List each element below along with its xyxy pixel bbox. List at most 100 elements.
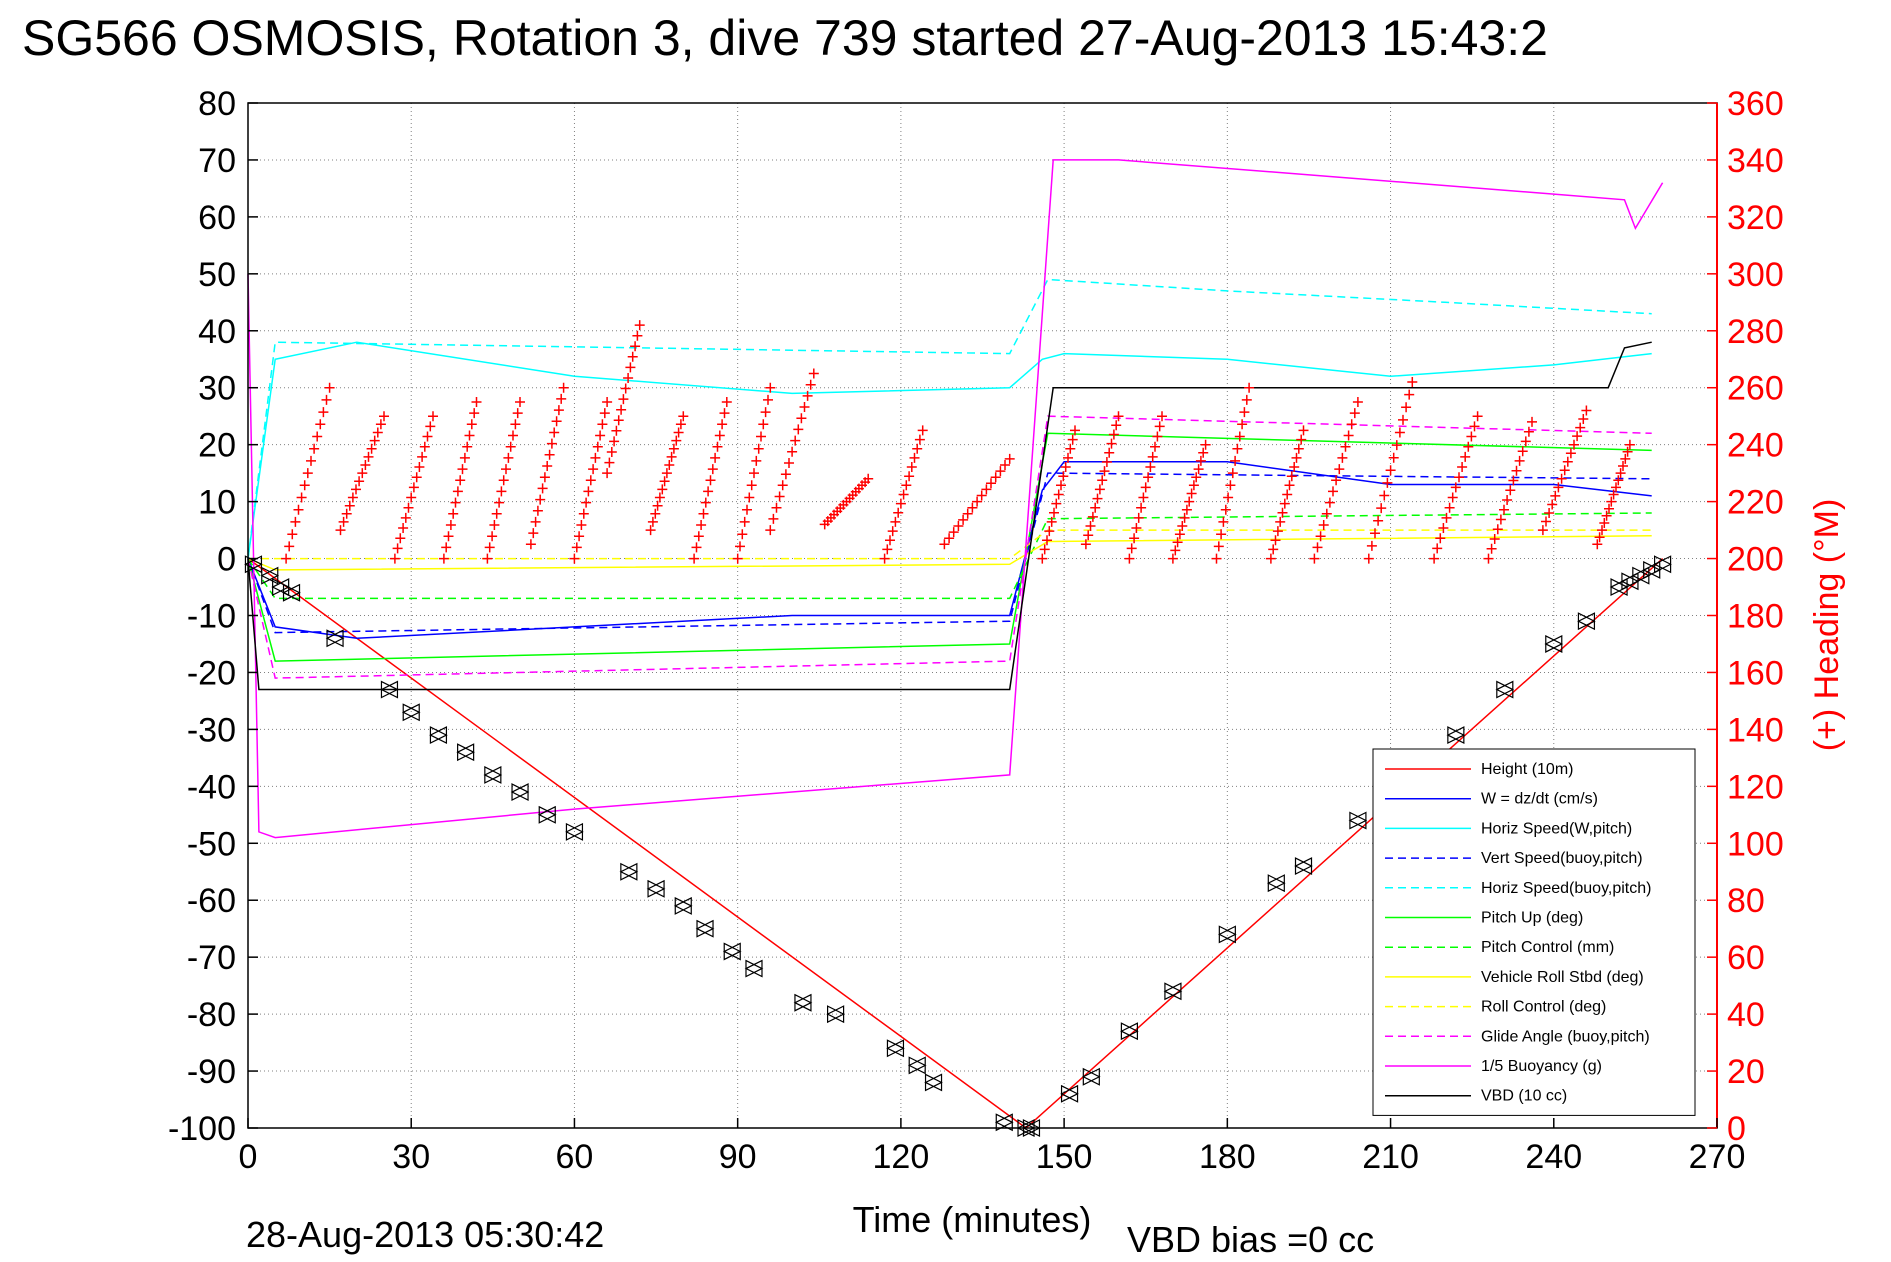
heading-marker	[1131, 523, 1142, 533]
heading-marker	[714, 430, 725, 441]
heading-marker	[408, 482, 419, 493]
x-tick-label: 0	[239, 1138, 258, 1176]
depth-marker	[619, 862, 639, 881]
heading-marker	[558, 382, 569, 393]
heading-marker	[400, 512, 411, 523]
heading-marker	[1277, 507, 1288, 518]
heading-marker	[1237, 419, 1248, 430]
heading-marker	[360, 460, 371, 470]
legend-label: Horiz Speed(W,pitch)	[1481, 820, 1632, 837]
heading-marker	[1186, 488, 1197, 499]
heading-marker	[484, 542, 495, 553]
depth-marker	[380, 680, 399, 699]
heading-marker	[315, 419, 326, 430]
heading-marker	[1298, 425, 1309, 436]
y-tick-label: 30	[198, 370, 236, 408]
heading-marker	[530, 516, 541, 527]
heading-marker	[768, 513, 779, 524]
y2-tick-label: 220	[1727, 484, 1784, 522]
heading-marker	[1388, 452, 1399, 463]
heading-marker	[466, 419, 477, 430]
heading-marker	[967, 502, 978, 513]
heading-marker	[1239, 407, 1250, 418]
heading-marker	[1407, 377, 1418, 387]
depth-marker	[325, 629, 345, 648]
heading-marker	[906, 462, 917, 472]
heading-marker	[1511, 465, 1522, 476]
y2-tick-label: 180	[1727, 598, 1784, 636]
heading-marker	[363, 451, 374, 462]
heading-marker	[912, 443, 923, 454]
depth-marker	[907, 1056, 927, 1075]
depth-marker	[510, 783, 530, 801]
heading-marker	[366, 443, 377, 454]
y2-tick-label: 40	[1727, 996, 1765, 1034]
heading-marker	[1438, 523, 1449, 533]
heading-marker	[1441, 512, 1452, 523]
heading-marker	[1489, 534, 1500, 544]
heading-marker	[505, 441, 516, 452]
heading-marker	[1324, 497, 1335, 508]
x-tick-label: 60	[556, 1138, 594, 1176]
heading-marker	[443, 531, 454, 542]
y-tick-label: -30	[187, 711, 236, 749]
heading-marker	[882, 544, 893, 555]
heading-marker	[1293, 443, 1304, 454]
heading-marker	[1624, 439, 1635, 450]
heading-marker	[1541, 516, 1551, 527]
heading-marker	[986, 478, 996, 489]
heading-marker	[1152, 431, 1163, 442]
heading-marker	[1447, 492, 1458, 503]
heading-marker	[532, 505, 543, 516]
heading-marker	[299, 480, 310, 491]
heading-marker	[395, 533, 406, 544]
depth-marker	[1348, 811, 1368, 830]
depth-marker	[994, 1113, 1014, 1132]
heading-marker	[1234, 431, 1245, 442]
heading-marker	[306, 455, 316, 466]
heading-marker	[354, 476, 365, 487]
y-tick-label: 50	[198, 256, 236, 294]
heading-marker	[528, 528, 539, 539]
heading-marker	[1244, 382, 1255, 393]
y2-axis-label: (+) Heading (°M)	[1808, 499, 1846, 752]
depth-marker	[793, 993, 813, 1012]
heading-marker	[604, 457, 615, 468]
heading-marker	[284, 541, 295, 552]
series-line	[247, 341, 1652, 691]
heading-marker	[777, 480, 788, 491]
heading-marker	[1544, 508, 1555, 518]
heading-marker	[1058, 471, 1069, 482]
heading-marker	[737, 529, 748, 540]
y2-tick-label: 60	[1727, 939, 1765, 977]
x-tick-label: 270	[1689, 1138, 1746, 1176]
heading-marker	[1213, 541, 1224, 552]
heading-marker	[293, 504, 304, 515]
heading-marker	[1218, 516, 1229, 527]
heading-marker	[1282, 489, 1293, 500]
depth-marker	[1217, 925, 1237, 944]
y-tick-label: -80	[187, 996, 236, 1034]
heading-marker	[611, 425, 622, 436]
heading-marker	[666, 451, 677, 462]
heading-marker	[1067, 434, 1078, 445]
heading-marker	[609, 436, 620, 447]
heading-marker	[1594, 532, 1605, 543]
heading-marker	[1401, 402, 1412, 413]
heading-marker	[1223, 492, 1234, 503]
heading-marker	[623, 373, 634, 383]
heading-marker	[595, 430, 606, 441]
y-tick-labels: -100-90-80-70-60-50-40-30-20-10010203040…	[168, 85, 236, 1148]
heading-marker	[487, 531, 498, 542]
heading-marker	[1309, 553, 1320, 564]
heading-marker	[1569, 439, 1579, 450]
legend: Height (10m) W = dz/dt (cm/s) Horiz Speed(…	[1372, 748, 1696, 1116]
depth-marker	[646, 879, 666, 898]
y-tick-label: -90	[187, 1053, 236, 1091]
heading-marker	[616, 404, 627, 415]
heading-marker	[546, 438, 557, 449]
heading-marker	[958, 514, 969, 525]
heading-marker	[746, 480, 757, 491]
heading-marker	[599, 408, 610, 419]
heading-marker	[498, 475, 509, 486]
